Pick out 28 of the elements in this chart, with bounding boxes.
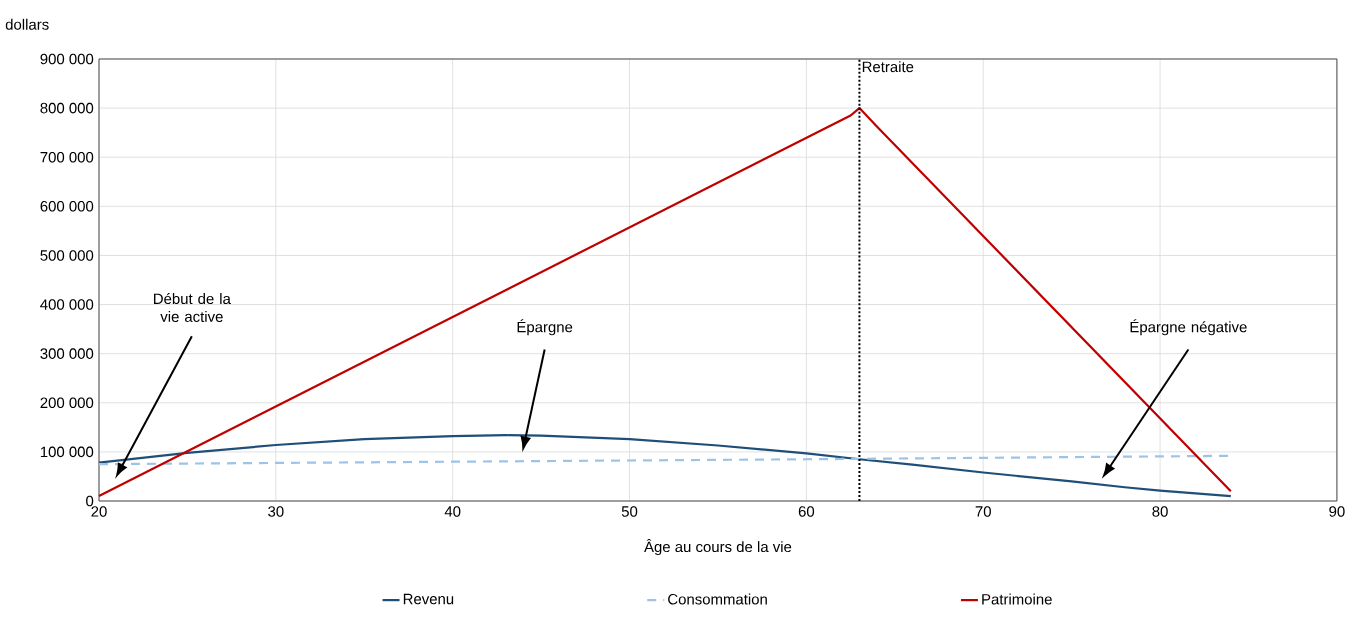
x-tick-label: 70 — [975, 506, 991, 517]
annotation: Début de la vie active — [154, 292, 231, 322]
x-axis-title: Âge au cours de la vie — [644, 538, 792, 556]
x-tick-label: 40 — [444, 506, 461, 517]
y-tick-label: 600 000 — [40, 201, 94, 212]
annotation: Épargne négative — [1130, 319, 1247, 336]
x-tick-label: 30 — [268, 506, 284, 517]
legend-label: Patrimoine — [982, 593, 1052, 605]
legend-label: Revenu — [403, 593, 454, 605]
y-tick-label: 800 000 — [40, 102, 94, 114]
y-tick-label: 500 000 — [40, 250, 94, 261]
y-tick-label: 0 — [86, 495, 94, 507]
y-tick-label: 100 000 — [40, 446, 94, 458]
y-tick-label: 400 000 — [40, 299, 94, 310]
x-tick-label: 60 — [798, 506, 815, 517]
x-tick-label: 50 — [621, 506, 638, 517]
ref-line-label: Retraite — [862, 61, 914, 73]
y-tick-label: 200 000 — [40, 397, 94, 409]
x-tick-label: 90 — [1329, 506, 1345, 517]
x-tick-label: 20 — [91, 506, 107, 517]
y-tick-label: 300 000 — [40, 348, 94, 359]
y-tick-label: 900 000 — [40, 53, 94, 65]
y-tick-label: 700 000 — [40, 151, 94, 163]
line-series — [97, 434, 1232, 498]
y-axis-title: dollars — [5, 18, 49, 30]
x-tick-label: 80 — [1152, 506, 1168, 517]
legend-label: Consommation — [668, 593, 767, 605]
annotation: Épargne — [517, 319, 573, 336]
